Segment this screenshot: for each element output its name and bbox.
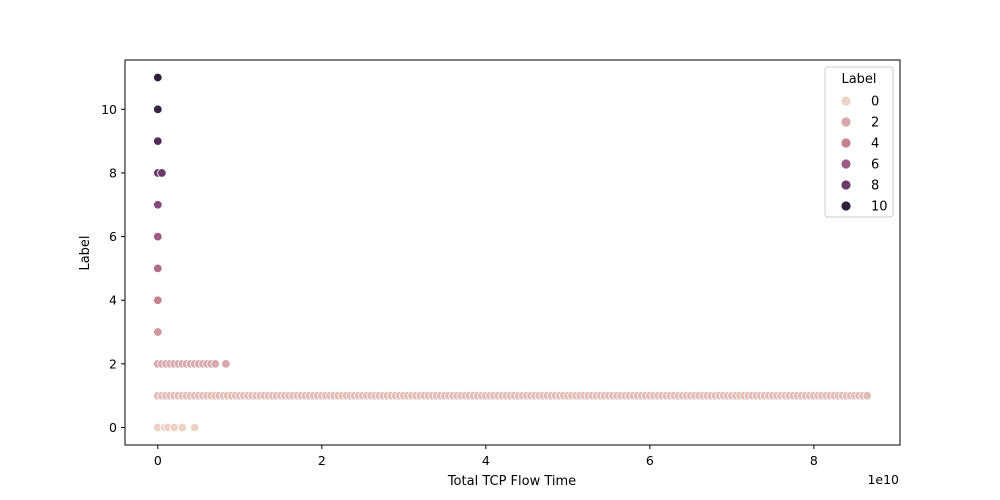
y-tick-label: 10 — [101, 102, 117, 117]
points-layer — [153, 72, 872, 433]
scatter-point — [153, 200, 163, 210]
scatter-point — [153, 136, 163, 146]
scatter-point — [153, 295, 163, 305]
x-offset-text: 1e10 — [867, 472, 899, 487]
scatter-point — [153, 104, 163, 115]
scatter-point — [153, 327, 163, 337]
legend: Label 0 2 4 6 8 10 — [824, 66, 894, 218]
legend-label: 6 — [871, 158, 879, 173]
scatter-point — [169, 422, 179, 433]
scatter-point — [153, 231, 163, 242]
legend-marker — [840, 179, 852, 191]
legend-label: 8 — [871, 179, 879, 194]
legend-label: 4 — [871, 137, 879, 152]
legend-label: 2 — [871, 116, 879, 131]
scatter-point — [177, 422, 188, 433]
legend-marker — [840, 200, 852, 212]
y-tick-label: 0 — [109, 420, 117, 435]
x-tick-label: 8 — [810, 453, 818, 468]
legend-entries: 0 2 4 6 8 10 — [840, 95, 888, 215]
legend-marker — [840, 95, 852, 107]
x-tick-label: 4 — [482, 453, 490, 468]
plot-frame — [124, 59, 901, 446]
scatter-point — [157, 168, 167, 178]
y-tick-label: 4 — [109, 293, 117, 308]
scatter-point — [190, 422, 200, 433]
y-tick-label: 2 — [109, 356, 117, 371]
x-axis-label: Total TCP Flow Time — [447, 474, 576, 489]
legend-frame — [824, 66, 894, 218]
scatter-point — [153, 72, 163, 83]
legend-title: Label — [841, 72, 876, 87]
scatter-point — [210, 359, 220, 369]
x-tick-label: 6 — [646, 453, 654, 468]
scatter-point — [153, 263, 163, 274]
x-ticks: 0 2 4 6 8 — [154, 445, 818, 468]
legend-label: 10 — [871, 200, 888, 215]
scatter-point — [862, 390, 872, 401]
x-tick-label: 0 — [154, 453, 162, 468]
x-tick-label: 2 — [318, 453, 326, 468]
y-tick-label: 6 — [109, 229, 117, 244]
y-ticks: 0 2 4 6 8 10 — [101, 102, 125, 435]
y-axis-label: Label — [78, 235, 93, 270]
y-tick-label: 8 — [109, 165, 117, 180]
legend-label: 0 — [871, 95, 879, 110]
legend-marker — [840, 137, 852, 149]
scatter-point — [221, 359, 231, 369]
legend-marker — [840, 116, 852, 128]
legend-marker — [840, 158, 852, 170]
